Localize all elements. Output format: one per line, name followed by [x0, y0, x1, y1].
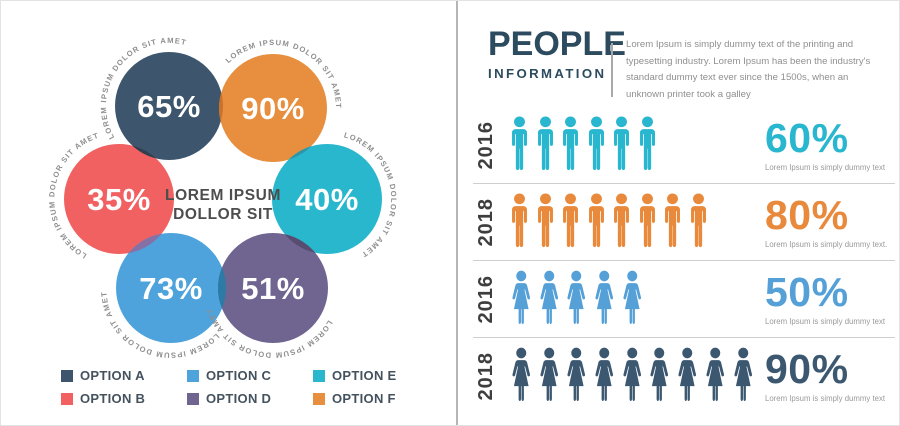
female-icon	[702, 347, 729, 405]
circle-option-d	[218, 233, 328, 343]
stat-row-2016-men: 2016 60% Lorem Ipsum is simply dummy tex…	[473, 107, 895, 183]
circle-option-e	[272, 144, 382, 254]
female-icon	[591, 270, 618, 328]
pictogram-group	[508, 116, 661, 174]
legend-swatch-b	[61, 392, 73, 405]
legend-item-f: OPTION F	[313, 391, 439, 406]
percent-option-d: 51%	[241, 271, 305, 306]
legend-swatch-d	[187, 392, 199, 405]
circle-option-c	[116, 233, 226, 343]
percent-option-b: 35%	[87, 182, 151, 217]
female-icon	[619, 347, 646, 405]
percent-option-e: 40%	[295, 182, 359, 217]
percent-value: 90%	[765, 346, 849, 392]
pictogram-group	[508, 347, 757, 405]
legend-label-c: OPTION C	[206, 368, 272, 383]
male-icon	[534, 116, 557, 174]
legend-label-d: OPTION D	[206, 391, 272, 406]
panel-divider	[456, 1, 458, 425]
stat-block: 90% Lorem Ipsum is simply dummy text	[765, 346, 886, 404]
row-divider	[473, 337, 895, 338]
female-icon	[619, 270, 646, 328]
legend-swatch-e	[313, 369, 325, 382]
male-icon	[559, 116, 582, 174]
stat-caption: Lorem Ipsum is simply dummy text	[765, 317, 886, 326]
legend-item-e: OPTION E	[313, 368, 439, 383]
stat-caption: Lorem Ipsum is simply dummy text.	[765, 240, 888, 249]
stat-caption: Lorem Ipsum is simply dummy text	[765, 163, 886, 172]
male-icon	[585, 116, 608, 174]
row-divider	[473, 260, 895, 261]
female-icon	[563, 270, 590, 328]
male-icon	[559, 193, 582, 251]
legend-item-d: OPTION D	[187, 391, 313, 406]
year-label: 2016	[475, 274, 497, 324]
stat-caption: Lorem Ipsum is simply dummy text	[765, 394, 886, 403]
stat-block: 80% Lorem Ipsum is simply dummy text.	[765, 192, 888, 250]
people-panel: PEOPLE INFORMATION Lorem Ipsum is simply…	[458, 1, 899, 425]
pictogram-group	[508, 193, 712, 251]
legend-item-a: OPTION A	[61, 368, 187, 383]
bubble-panel: 65% 90% 35% 40% 73% 51% LOREM IPSUM DOLO…	[1, 1, 456, 425]
pictogram-group	[508, 270, 646, 328]
percent-option-c: 73%	[139, 271, 203, 306]
circle-option-f	[219, 54, 327, 162]
male-icon	[636, 116, 659, 174]
intro-text: Lorem Ipsum is simply dummy text of the …	[626, 39, 871, 100]
year-label: 2018	[475, 197, 497, 247]
stat-row-2018-men: 2018 80% Lorem Ipsum is simply dummy tex…	[473, 184, 895, 260]
male-icon	[687, 193, 710, 251]
center-title-line1: LOREM IPSUM	[165, 187, 281, 204]
center-title-line2: DOLLOR SIT	[173, 206, 273, 223]
stat-row-2016-women: 2016 50% Lorem Ipsum is simply dummy tex…	[473, 261, 895, 337]
year-label: 2016	[475, 120, 497, 170]
stat-block: 60% Lorem Ipsum is simply dummy text	[765, 115, 886, 173]
legend-swatch-f	[313, 392, 325, 405]
percent-value: 60%	[765, 115, 849, 161]
male-icon	[610, 193, 633, 251]
male-icon	[508, 116, 531, 174]
percent-value: 80%	[765, 192, 849, 238]
female-icon	[674, 347, 701, 405]
year-label: 2018	[475, 351, 497, 401]
legend-label-a: OPTION A	[80, 368, 145, 383]
female-icon	[730, 347, 757, 405]
male-icon	[610, 116, 633, 174]
circle-option-a	[115, 52, 223, 160]
percent-value: 50%	[765, 269, 849, 315]
male-icon	[585, 193, 608, 251]
legend-label-e: OPTION E	[332, 368, 397, 383]
female-icon	[508, 347, 535, 405]
stat-rows: 2016 60% Lorem Ipsum is simply dummy tex…	[473, 107, 895, 414]
legend: OPTION A OPTION C OPTION E OPTION B OPTI…	[61, 368, 439, 406]
female-icon	[536, 270, 563, 328]
female-icon	[591, 347, 618, 405]
female-icon	[508, 270, 535, 328]
male-icon	[661, 193, 684, 251]
female-icon	[646, 347, 673, 405]
legend-label-b: OPTION B	[80, 391, 146, 406]
legend-swatch-a	[61, 369, 73, 382]
legend-swatch-c	[187, 369, 199, 382]
bubble-diagram: 65% 90% 35% 40% 73% 51% LOREM IPSUM DOLO…	[47, 36, 397, 360]
title-block: PEOPLE INFORMATION	[488, 27, 628, 81]
percent-option-f: 90%	[241, 91, 305, 126]
page-subtitle: INFORMATION	[488, 66, 607, 81]
legend-item-b: OPTION B	[61, 391, 187, 406]
stat-block: 50% Lorem Ipsum is simply dummy text	[765, 269, 886, 327]
female-icon	[536, 347, 563, 405]
legend-item-c: OPTION C	[187, 368, 313, 383]
stat-row-2018-women: 2018 90% Lorem Ipsum is simply dummy tex…	[473, 338, 895, 414]
circle-option-b	[64, 144, 174, 254]
male-icon	[636, 193, 659, 251]
title-divider	[611, 43, 613, 97]
page-title: PEOPLE	[488, 25, 626, 63]
legend-label-f: OPTION F	[332, 391, 396, 406]
male-icon	[508, 193, 531, 251]
percent-option-a: 65%	[137, 89, 201, 124]
male-icon	[534, 193, 557, 251]
female-icon	[563, 347, 590, 405]
row-divider	[473, 183, 895, 184]
